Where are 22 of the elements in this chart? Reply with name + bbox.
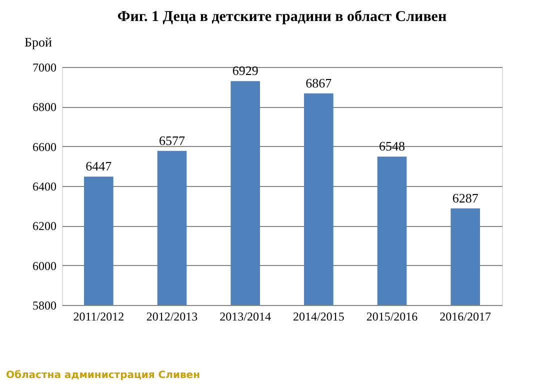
x-tick-label: 2012/2013 xyxy=(146,310,198,324)
data-label: 6447 xyxy=(86,158,112,174)
text: Областна администрация Сливен xyxy=(6,370,200,381)
y-tick-label: 6800 xyxy=(32,100,56,114)
data-label: 6287 xyxy=(452,190,479,206)
x-tick-label: 2013/2014 xyxy=(220,310,272,324)
y-tick-label: 7000 xyxy=(32,60,56,74)
y-tick-label: 6600 xyxy=(32,140,56,154)
x-tick-label: 2011/2012 xyxy=(73,310,124,324)
y-tick-label: 6400 xyxy=(32,180,56,194)
x-tick-label: 2015/2016 xyxy=(366,310,418,324)
y-axis-title: Брой xyxy=(24,34,52,50)
x-tick-label: 2016/2017 xyxy=(440,310,492,324)
y-tick-label: 5800 xyxy=(32,298,56,312)
data-label: 6577 xyxy=(159,132,186,148)
data-label: 6929 xyxy=(232,63,258,78)
chart-title: Фиг. 1 Деца в детските градини в област Сливен xyxy=(117,9,447,25)
x-tick-label: 2014/2015 xyxy=(292,310,344,324)
data-label: 6867 xyxy=(306,75,332,90)
y-tick-label: 6000 xyxy=(32,258,56,273)
y-tick-label: 6200 xyxy=(32,219,56,234)
data-label: 6548 xyxy=(379,138,405,154)
